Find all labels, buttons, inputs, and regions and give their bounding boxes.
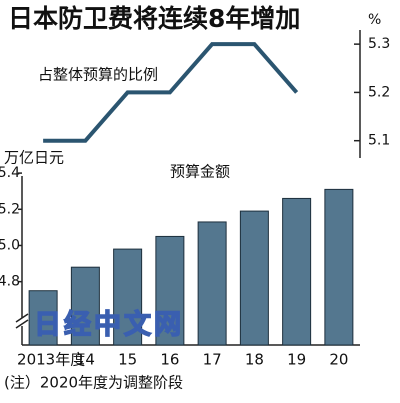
y-tick-label: 5.2 xyxy=(0,201,20,217)
x-tick-label: 20 xyxy=(329,351,348,369)
bar xyxy=(70,266,100,346)
x-tick-label: 14 xyxy=(76,351,95,369)
line xyxy=(43,42,299,143)
bar xyxy=(28,290,58,346)
bar xyxy=(324,188,354,346)
y-tick-label: 5.1 xyxy=(368,133,390,149)
y-tick-label: 5.2 xyxy=(368,84,390,100)
y-axis-unit: 万亿日元 xyxy=(4,149,64,167)
note: (注）2020年度为调整阶段 xyxy=(4,374,183,392)
y-tick-label: 5.3 xyxy=(368,36,390,52)
axis-break xyxy=(15,313,29,329)
y-axis-unit: % xyxy=(368,12,381,28)
chart-title: 日本防卫费将连续8年增加 xyxy=(8,4,300,33)
x-tick-label: 2013年度 xyxy=(17,351,85,369)
x-tick-label: 15 xyxy=(118,351,137,369)
bar xyxy=(239,210,269,346)
watermark: 日经中文网 xyxy=(34,309,184,341)
x-tick-label: 17 xyxy=(203,351,222,369)
y-tick-label: 4.8 xyxy=(0,274,20,290)
bar xyxy=(155,235,185,346)
bar-label: 预算金额 xyxy=(170,163,230,181)
x-tick-label: 16 xyxy=(160,351,179,369)
x-tick-label: 19 xyxy=(287,351,306,369)
line-label: 占整体预算的比例 xyxy=(38,66,158,84)
bar xyxy=(113,248,143,346)
y-tick-label: 5.0 xyxy=(0,237,20,253)
bar xyxy=(282,197,312,346)
x-tick-label: 18 xyxy=(245,351,264,369)
bar xyxy=(197,221,227,346)
y-tick-label: 5.4 xyxy=(0,165,20,181)
